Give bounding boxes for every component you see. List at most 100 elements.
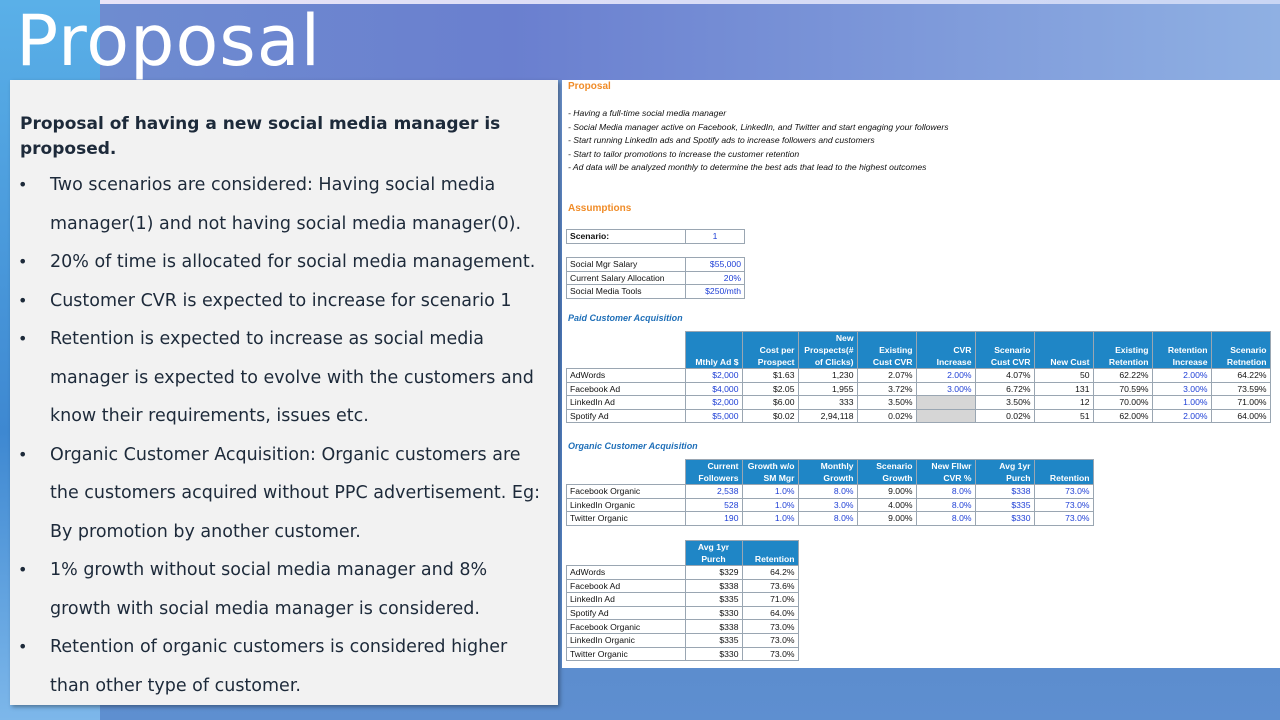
cell: 51: [1033, 408, 1094, 424]
column-header: New Fllwr CVR %: [915, 459, 976, 485]
column-header: Retention: [1033, 459, 1094, 485]
row-label: Facebook Organic: [566, 484, 686, 499]
cell: 3.0%: [797, 497, 858, 513]
paid-acquisition-heading: Paid Customer Acquisition: [568, 313, 683, 323]
table-row: LinkedIn Organic 528 1.0% 3.0% 4.00% 8.0…: [566, 497, 1094, 513]
row-label: LinkedIn Ad: [566, 592, 686, 607]
cell: 73.0%: [741, 632, 799, 648]
table-row: Spotify Ad $5,000 $0.02 2,94,118 0.02% 0…: [566, 408, 1271, 424]
cell: 70.00%: [1092, 395, 1153, 410]
cell: [915, 395, 976, 410]
scenario-value: 1: [685, 229, 745, 244]
cell: 1.0%: [741, 484, 799, 499]
column-header: Scenario Retnetion: [1210, 331, 1271, 369]
summary-table: Avg 1yr Purch Retention AdWords $329 64.…: [566, 540, 799, 662]
cell: $338: [684, 619, 743, 634]
table-row: Twitter Organic $330 73.0%: [566, 646, 799, 662]
cell: 70.59%: [1092, 381, 1153, 397]
cell: 73.0%: [1033, 484, 1094, 499]
scenario-table: Scenario: 1: [566, 229, 745, 244]
cell: $338: [974, 484, 1035, 499]
row-label: Facebook Ad: [566, 578, 686, 594]
cell: 0.02%: [856, 408, 917, 424]
cell: $335: [684, 632, 743, 648]
cell: 64.00%: [1210, 408, 1271, 424]
cell: 1,955: [797, 381, 858, 397]
cell: 3.50%: [856, 395, 917, 410]
cell: 73.0%: [1033, 497, 1094, 513]
table-row: LinkedIn Ad $2,000 $6.00 333 3.50% 3.50%…: [566, 395, 1271, 410]
row-label: AdWords: [566, 565, 686, 580]
cell: $330: [974, 511, 1035, 526]
scenario-label: Scenario:: [566, 229, 686, 244]
cell: 2,538: [684, 484, 743, 499]
assumptions-table: Social Mgr Salary $55,000 Current Salary…: [566, 257, 745, 299]
row-label: Spotify Ad: [566, 605, 686, 621]
cell: 1,230: [797, 368, 858, 383]
cell: 8.0%: [797, 511, 858, 526]
column-header: New Prospects(# of Clicks): [797, 331, 858, 369]
cell: $6.00: [741, 395, 799, 410]
cell: 9.00%: [856, 484, 917, 499]
cell: $329: [684, 565, 743, 580]
cell: 6.72%: [974, 381, 1035, 397]
bullet-item: Two scenarios are considered: Having soc…: [10, 166, 558, 243]
table-row: Twitter Organic 190 1.0% 8.0% 9.00% 8.0%…: [566, 511, 1094, 526]
bullet-item: Retention of organic customers is consid…: [10, 628, 558, 705]
cell: 528: [684, 497, 743, 513]
assumption-label: Social Media Tools: [566, 284, 686, 299]
paid-acquisition-table: Mthly Ad $ Cost per Prospect New Prospec…: [566, 331, 1271, 424]
assumption-value: $55,000: [685, 257, 745, 272]
cell: 333: [797, 395, 858, 410]
assumption-value: $250/mth: [685, 284, 745, 299]
column-header: Scenario Cust CVR: [974, 331, 1035, 369]
column-header: Retention Increase: [1151, 331, 1212, 369]
row-label: Facebook Ad: [566, 381, 686, 397]
title-band: [0, 0, 1280, 80]
cell: 2.00%: [915, 368, 976, 383]
table-row: Facebook Organic $338 73.0%: [566, 619, 799, 634]
cell: 0.02%: [974, 408, 1035, 424]
cell: 73.59%: [1210, 381, 1271, 397]
cell: 64.2%: [741, 565, 799, 580]
proposal-lines: - Having a full-time social media manage…: [568, 107, 949, 175]
column-header: Scenario Growth: [856, 459, 917, 485]
cell: 2.00%: [1151, 408, 1212, 424]
bullet-item: Retention is expected to increase as soc…: [10, 320, 558, 436]
cell: $330: [684, 646, 743, 662]
organic-acquisition-heading: Organic Customer Acquisition: [568, 441, 698, 451]
empty-header: [566, 540, 685, 566]
row-label: AdWords: [566, 368, 686, 383]
column-header: Cost per Prospect: [741, 331, 799, 369]
cell: 12: [1033, 395, 1094, 410]
cell: $1.63: [741, 368, 799, 383]
table-row: AdWords $329 64.2%: [566, 565, 799, 580]
cell: 64.0%: [741, 605, 799, 621]
cell: 3.00%: [1151, 381, 1212, 397]
cell: $2.05: [741, 381, 799, 397]
cell: 8.0%: [797, 484, 858, 499]
header-row: Mthly Ad $ Cost per Prospect New Prospec…: [566, 331, 1271, 369]
cell: 2.00%: [1151, 368, 1212, 383]
cell: 3.72%: [856, 381, 917, 397]
cell: 190: [684, 511, 743, 526]
proposal-line: - Ad data will be analyzed monthly to de…: [568, 162, 927, 173]
slide-title: Proposal: [16, 0, 322, 82]
cell: $0.02: [741, 408, 799, 424]
cell: 1.0%: [741, 511, 799, 526]
column-header: Avg 1yr Purch: [684, 540, 743, 566]
cell: 73.0%: [741, 619, 799, 634]
empty-header: [566, 459, 685, 485]
column-header: Retention: [741, 540, 799, 566]
row-label: LinkedIn Ad: [566, 395, 686, 410]
row-label: Twitter Organic: [566, 646, 686, 662]
cell: 9.00%: [856, 511, 917, 526]
column-header: New Cust: [1033, 331, 1094, 369]
cell: 3.50%: [974, 395, 1035, 410]
table-row: Facebook Ad $4,000 $2.05 1,955 3.72% 3.0…: [566, 381, 1271, 397]
cell: $4,000: [684, 381, 743, 397]
empty-header: [566, 331, 685, 369]
cell: [915, 408, 976, 424]
assumptions-heading: Assumptions: [568, 203, 632, 214]
table-row: LinkedIn Ad $335 71.0%: [566, 592, 799, 607]
